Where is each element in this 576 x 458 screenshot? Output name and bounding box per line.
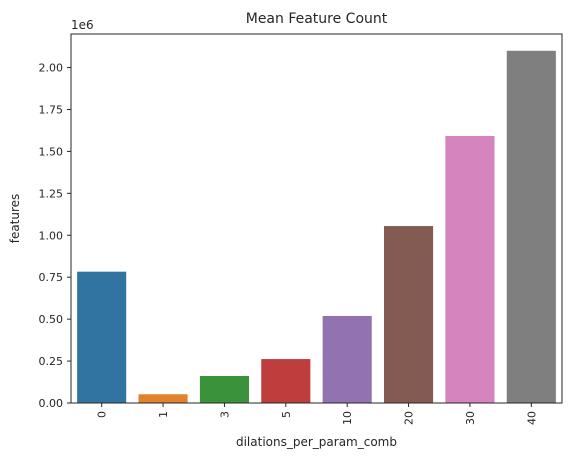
x-tick-label: 20 (403, 411, 416, 425)
bar-10 (322, 315, 372, 403)
x-axis-label: dilations_per_param_comb (236, 435, 397, 449)
y-axis-label: features (8, 194, 22, 244)
chart-title: Mean Feature Count (246, 11, 388, 27)
bar-0 (77, 271, 127, 403)
x-tick-label: 40 (525, 411, 538, 425)
x-tick-label: 10 (341, 411, 354, 425)
y-tick-label: 0.25 (39, 355, 64, 368)
y-tick-label: 0.00 (39, 397, 64, 410)
y-axis-ticks: 0.00 0.25 0.50 0.75 1.00 1.25 1.50 1.75 2.00 (39, 62, 71, 410)
bar-3 (199, 376, 249, 403)
x-tick-label: 30 (464, 411, 477, 425)
x-axis-ticks: 0 1 3 5 10 20 30 40 (96, 403, 538, 425)
x-tick-label: 5 (280, 411, 293, 418)
x-tick-label: 3 (218, 411, 231, 418)
bar-40 (506, 50, 556, 404)
bars-layer (77, 50, 556, 404)
y-tick-label: 0.50 (39, 313, 64, 326)
y-tick-label: 1.25 (39, 187, 64, 200)
y-tick-label: 1.50 (39, 145, 64, 158)
bar-20 (384, 226, 434, 403)
y-tick-label: 2.00 (39, 62, 64, 75)
bar-5 (261, 359, 311, 403)
y-tick-label: 1.75 (39, 103, 64, 116)
y-tick-label: 1.00 (39, 229, 64, 242)
bar-1 (138, 394, 188, 403)
x-tick-label: 1 (157, 411, 170, 418)
y-axis-multiplier: 1e6 (71, 18, 94, 32)
plot-area-frame (70, 33, 563, 404)
y-tick-label: 0.75 (39, 271, 64, 284)
bar-30 (445, 135, 495, 404)
x-tick-label: 0 (96, 411, 109, 418)
